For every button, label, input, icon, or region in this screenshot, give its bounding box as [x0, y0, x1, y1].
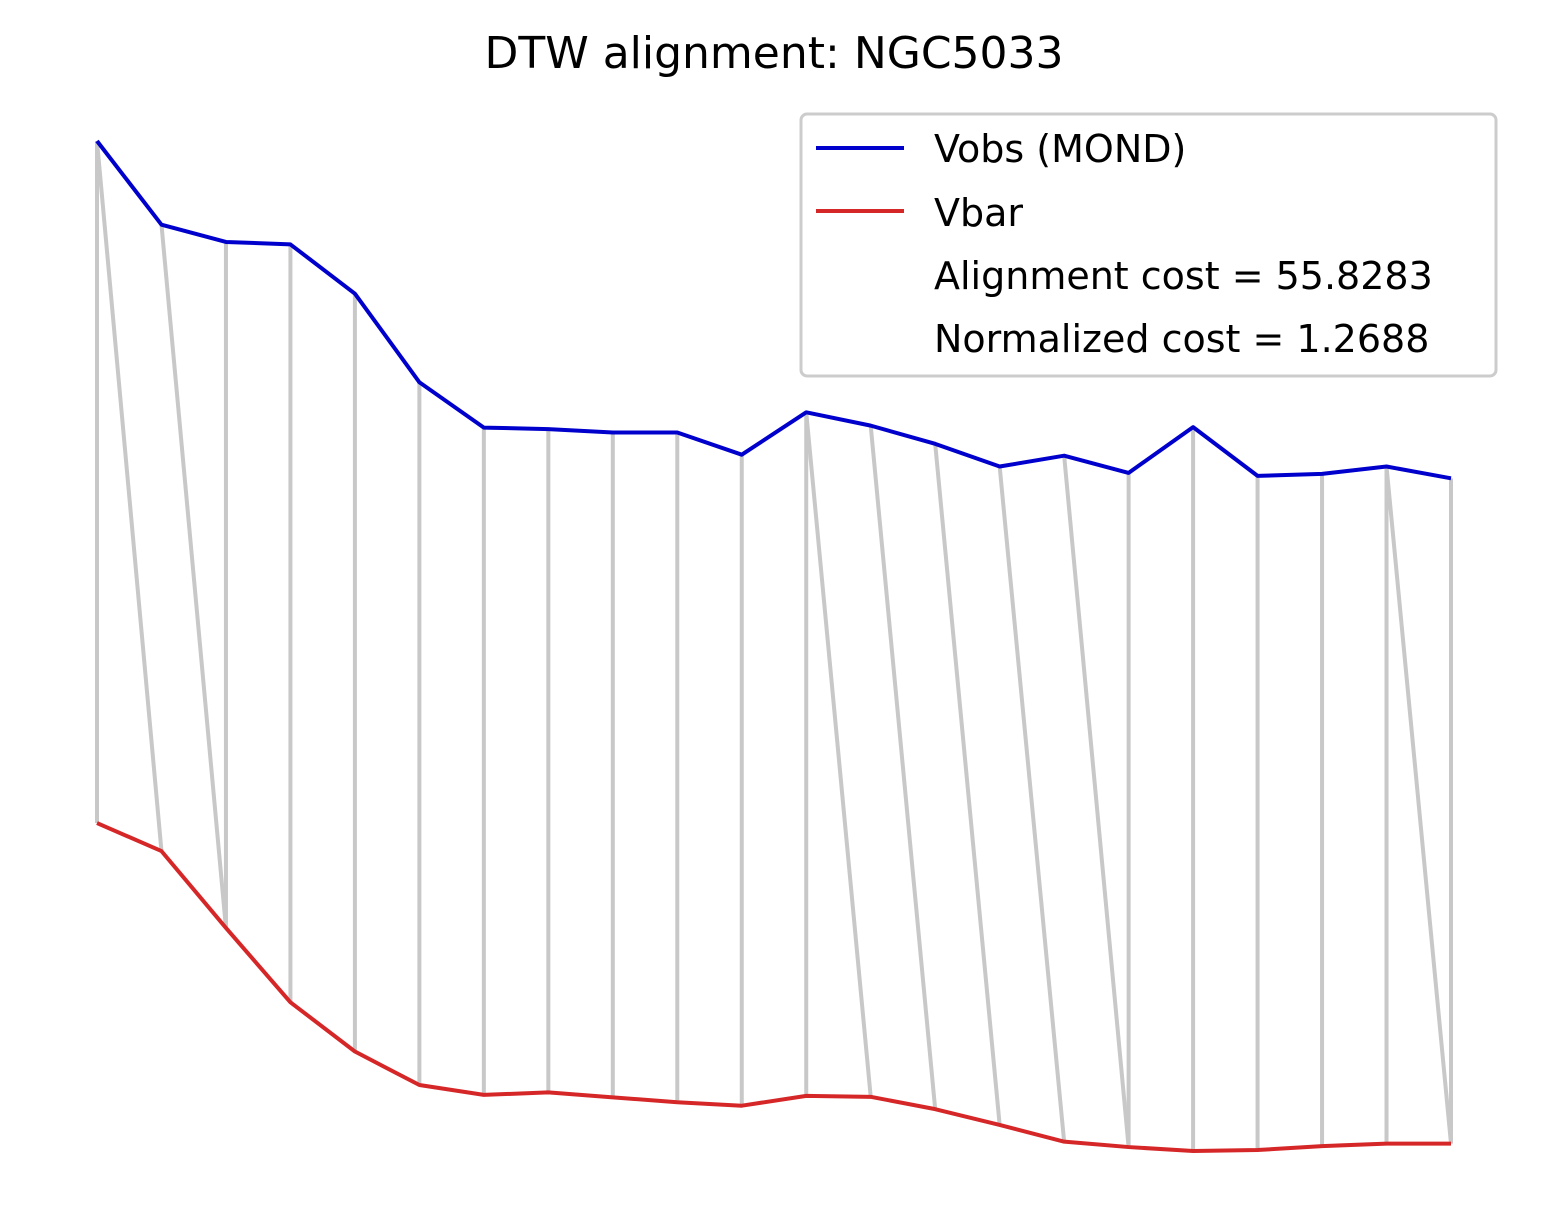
chart-title: DTW alignment: NGC5033 [484, 28, 1063, 79]
legend-normalized-cost: Normalized cost = 1.2688 [934, 317, 1429, 361]
alignment-line-17 [1062, 455, 1131, 1148]
alignment-line-13 [804, 412, 873, 1098]
series-lines [95, 139, 1452, 1153]
alignment-line-23 [1384, 466, 1453, 1144]
alignment-line-14 [868, 425, 938, 1110]
alignment-line-16 [997, 466, 1067, 1142]
legend-label-vbar: Vbar [934, 191, 1023, 235]
legend: Vobs (MOND) Vbar Alignment cost = 55.828… [799, 112, 1498, 378]
alignment-lines [95, 140, 1453, 1151]
legend-alignment-cost: Alignment cost = 55.8283 [934, 254, 1433, 298]
alignment-line-2 [159, 224, 228, 929]
legend-frame [799, 112, 1498, 378]
series-line-vobs [95, 139, 1452, 481]
alignment-line-15 [933, 443, 1002, 1126]
legend-label-vobs: Vobs (MOND) [934, 127, 1186, 171]
alignment-line-1 [95, 140, 164, 852]
series-line-vbar [96, 821, 1451, 1153]
